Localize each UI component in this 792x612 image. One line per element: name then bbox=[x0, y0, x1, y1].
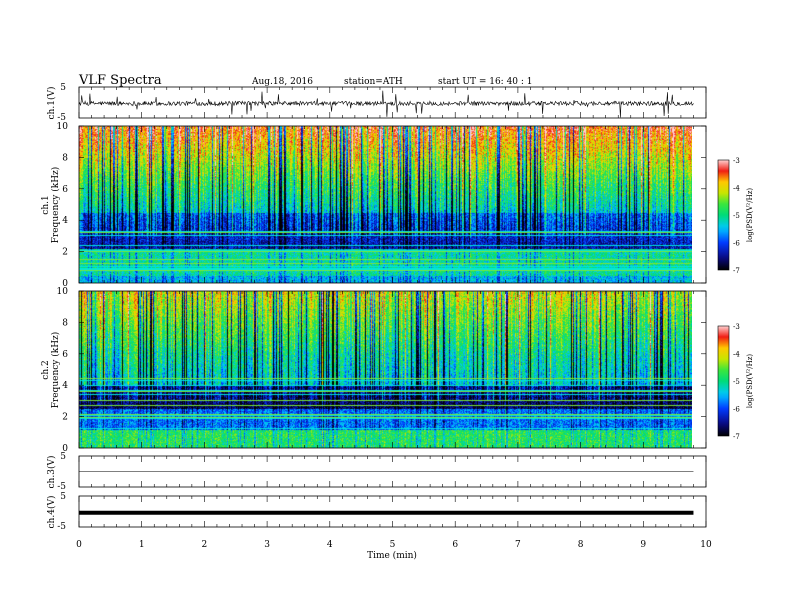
time-tick-label: 8 bbox=[578, 540, 584, 550]
time-tick-label: 5 bbox=[390, 540, 396, 550]
ch3-waveform-panel: 5 -5 ch.3(V) bbox=[46, 452, 707, 492]
ch2-spectrogram-ylabel-channel: ch.2 bbox=[41, 360, 51, 379]
ch1-colorbar-tick-labels: -3 -4 -5 -6 -7 bbox=[733, 157, 740, 275]
ch4-waveform-panel: 5 -5 ch.4(V) bbox=[46, 492, 707, 532]
frequency-tick-label: 0 bbox=[62, 279, 68, 289]
ch1-spectrogram-image bbox=[79, 126, 692, 283]
frequency-tick-label: 6 bbox=[62, 350, 68, 360]
frequency-tick-label: 6 bbox=[62, 185, 68, 195]
ch1-spectrogram-ylabel-channel: ch.1 bbox=[41, 195, 51, 214]
colorbar-tick-label: -3 bbox=[733, 323, 740, 331]
ch1-spectrogram-ylabel-frequency: Frequency (kHz) bbox=[50, 167, 61, 244]
ch3-ytick-top: 5 bbox=[60, 452, 66, 462]
ch1-waveform-ticks bbox=[78, 87, 707, 118]
colorbar-tick-label: -7 bbox=[733, 433, 740, 441]
time-tick-label: 6 bbox=[452, 540, 458, 550]
ch1-waveform-ylabel: ch.1(V) bbox=[46, 87, 57, 120]
ch2-colorbar-frame bbox=[717, 325, 730, 437]
ch3-waveform-ticks bbox=[78, 456, 707, 487]
ch1-colorbar-label: log(PSD(V²/Hz) bbox=[746, 188, 754, 243]
frequency-tick-label: 2 bbox=[62, 248, 68, 258]
frequency-tick-label: 2 bbox=[62, 413, 68, 423]
ch4-ytick-top: 5 bbox=[60, 492, 66, 502]
ch2-colorbar-gradient bbox=[718, 326, 729, 436]
colorbar-tick-label: -6 bbox=[733, 240, 740, 248]
time-tick-label: 4 bbox=[327, 540, 333, 550]
frequency-tick-label: 10 bbox=[57, 287, 69, 297]
ch2-spectrogram-ylabel-frequency: Frequency (kHz) bbox=[50, 332, 61, 409]
ch2-spectrogram-ticks bbox=[78, 291, 707, 448]
colorbar-tick-label: -3 bbox=[733, 157, 740, 165]
ch1-waveform-panel: 5 -5 ch.1(V) bbox=[46, 83, 707, 123]
frequency-tick-label: 8 bbox=[62, 318, 68, 328]
colorbar-tick-label: -4 bbox=[733, 351, 740, 359]
ch3-ytick-bottom: -5 bbox=[57, 482, 66, 492]
ch2-frequency-tick-labels: 0 2 4 6 8 10 bbox=[57, 287, 706, 454]
colorbar-tick-label: -7 bbox=[733, 267, 740, 275]
frequency-tick-label: 8 bbox=[62, 153, 68, 163]
ch2-colorbar-label: log(PSD(V²/Hz) bbox=[746, 354, 754, 409]
ch1-colorbar-gradient bbox=[718, 160, 729, 270]
ch1-colorbar: -3 -4 -5 -6 -7 log(PSD(V²/Hz) bbox=[717, 157, 754, 275]
colorbar-tick-label: -5 bbox=[733, 212, 740, 220]
frequency-tick-label: 4 bbox=[62, 216, 68, 226]
time-tick-label: 7 bbox=[515, 540, 521, 550]
time-tick-label: 2 bbox=[202, 540, 208, 550]
start-ut-label: start UT = 16: 40 : 1 bbox=[438, 77, 533, 87]
ch4-waveform-ticks bbox=[78, 496, 707, 527]
ch2-colorbar-tick-labels: -3 -4 -5 -6 -7 bbox=[733, 323, 740, 441]
ch4-waveform-ylabel: ch.4(V) bbox=[46, 496, 57, 529]
ch1-ytick-bottom: -5 bbox=[57, 113, 66, 123]
time-tick-label: 1 bbox=[139, 540, 145, 550]
ch1-frequency-tick-labels: 0 2 4 6 8 10 bbox=[57, 122, 706, 289]
ch1-colorbar-frame bbox=[717, 159, 730, 271]
date-label: Aug.18, 2016 bbox=[251, 77, 313, 87]
ch1-spectrogram-ticks bbox=[78, 126, 707, 283]
time-axis-label: Time (min) bbox=[367, 550, 417, 561]
colorbar-tick-label: -5 bbox=[733, 378, 740, 386]
ch1-ytick-top: 5 bbox=[60, 83, 66, 93]
frequency-tick-label: 4 bbox=[62, 381, 68, 391]
colorbar-tick-label: -4 bbox=[733, 185, 740, 193]
frequency-tick-label: 0 bbox=[62, 444, 68, 454]
ch3-waveform-ylabel: ch.3(V) bbox=[46, 456, 57, 489]
ch2-colorbar: -3 -4 -5 -6 -7 log(PSD(V²/Hz) bbox=[717, 323, 754, 441]
time-tick-label: 10 bbox=[700, 540, 712, 550]
ch2-spectrogram-image bbox=[79, 291, 692, 448]
time-tick-label: 0 bbox=[76, 540, 82, 550]
ch4-ytick-bottom: -5 bbox=[57, 522, 66, 532]
time-tick-label: 9 bbox=[640, 540, 646, 550]
ch1-waveform-trace bbox=[78, 90, 694, 118]
colorbar-tick-label: -6 bbox=[733, 406, 740, 414]
time-tick-label: 3 bbox=[264, 540, 270, 550]
station-label: station=ATH bbox=[344, 77, 403, 87]
ch1-spectrogram-panel: 0 2 4 6 8 10 ch.1 Frequency (kHz) bbox=[41, 122, 707, 289]
figure-title: VLF Spectra bbox=[78, 73, 162, 88]
ch2-spectrogram-panel: 0 2 4 6 8 10 ch.2 Frequency (kHz) bbox=[41, 287, 707, 454]
time-axis-tick-labels: 0 1 2 3 4 5 6 7 8 9 10 bbox=[76, 540, 712, 550]
frequency-tick-label: 10 bbox=[57, 122, 69, 132]
